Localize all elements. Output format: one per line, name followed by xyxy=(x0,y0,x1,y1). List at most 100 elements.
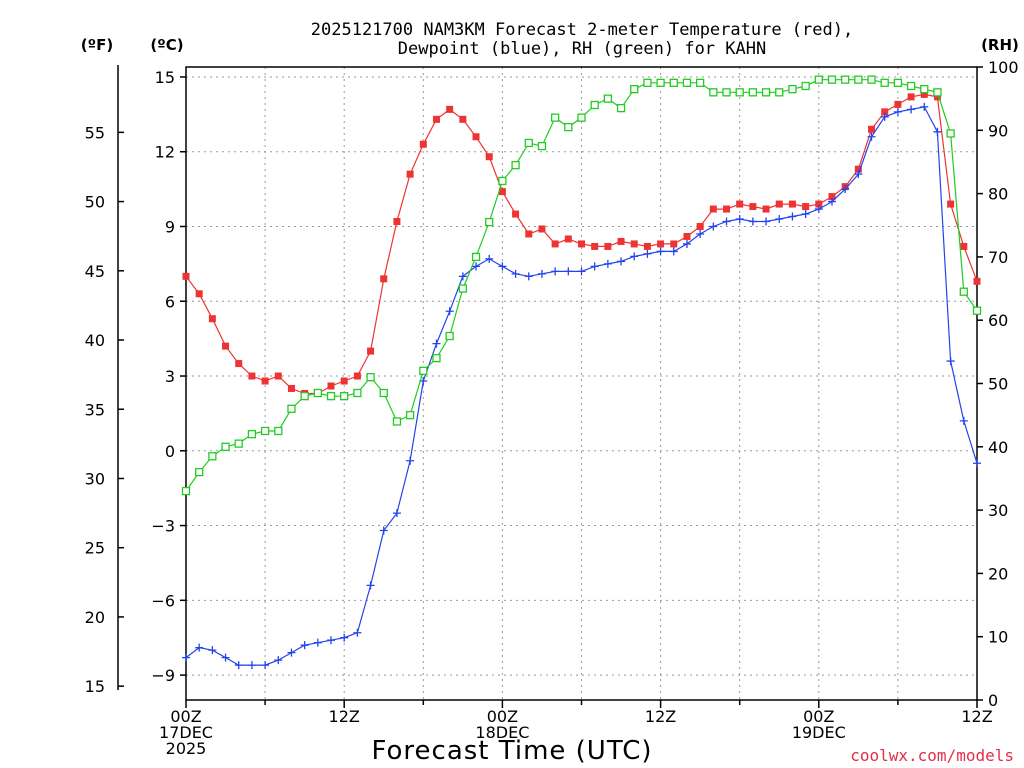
data-point xyxy=(933,88,942,97)
data-point xyxy=(775,88,784,97)
data-point xyxy=(485,217,494,227)
data-point xyxy=(867,75,876,84)
data-point xyxy=(538,225,546,233)
x-axis-label: Forecast Time (UTC) xyxy=(371,736,652,766)
data-point xyxy=(841,75,850,84)
data-point xyxy=(181,486,191,496)
rh-tick-label: 0 xyxy=(988,691,998,710)
data-point xyxy=(445,331,454,341)
data-point xyxy=(392,509,401,518)
data-point xyxy=(656,78,665,87)
x-tick-label: 18DEC xyxy=(475,723,529,742)
data-point xyxy=(498,262,507,271)
data-point xyxy=(630,85,639,94)
rh-tick-label: 40 xyxy=(988,438,1008,457)
data-point xyxy=(828,193,836,201)
data-point xyxy=(669,78,678,87)
plot-frame xyxy=(185,66,978,701)
x-tick-label: 12Z xyxy=(329,707,360,726)
data-point xyxy=(564,267,573,276)
data-point xyxy=(682,78,692,87)
data-point xyxy=(748,88,758,97)
data-point xyxy=(577,113,586,122)
data-point xyxy=(353,628,362,637)
data-point xyxy=(827,197,836,206)
data-point xyxy=(274,372,282,380)
data-point xyxy=(458,272,467,281)
data-point xyxy=(973,277,981,285)
data-point xyxy=(472,133,480,141)
rh-tick-label: 80 xyxy=(988,185,1008,204)
data-point xyxy=(907,105,916,114)
data-point xyxy=(485,254,494,263)
fahrenheit-tick-label: 40 xyxy=(85,331,105,350)
data-point xyxy=(182,272,190,280)
data-point xyxy=(313,388,322,398)
data-point xyxy=(722,88,731,97)
data-point xyxy=(972,306,982,315)
data-point xyxy=(815,200,823,208)
data-point xyxy=(590,100,599,110)
data-point xyxy=(471,252,481,262)
x-tick-label: 00Z xyxy=(803,707,834,726)
x-tick-label: 19DEC xyxy=(792,723,846,742)
fahrenheit-tick-label: 20 xyxy=(85,608,105,627)
data-point xyxy=(630,240,638,248)
data-point xyxy=(458,284,468,293)
data-point xyxy=(525,230,533,238)
data-point xyxy=(946,129,955,138)
data-point xyxy=(195,467,204,477)
data-point xyxy=(722,217,731,226)
data-point xyxy=(762,217,771,226)
data-point xyxy=(234,661,243,670)
fahrenheit-tick-label: 25 xyxy=(85,539,105,558)
rh-tick-label: 100 xyxy=(988,58,1019,77)
data-point xyxy=(827,75,837,84)
data-point xyxy=(696,229,705,238)
data-point xyxy=(841,185,850,194)
x-tick-label: 00Z xyxy=(487,707,518,726)
rh-unit-label: (RH) xyxy=(981,36,1019,54)
data-point xyxy=(380,275,388,283)
data-point xyxy=(379,388,388,398)
data-point xyxy=(762,205,770,213)
data-point xyxy=(854,170,863,179)
data-point xyxy=(340,633,349,642)
data-point xyxy=(511,160,520,170)
data-point xyxy=(222,342,230,350)
series-dewpoint xyxy=(182,102,981,670)
data-point xyxy=(511,269,520,278)
data-point xyxy=(867,132,876,141)
data-point xyxy=(735,88,744,97)
data-point xyxy=(274,656,283,665)
fahrenheit-unit-label: (ºF) xyxy=(81,36,113,54)
data-point xyxy=(498,188,506,196)
data-point xyxy=(657,240,665,248)
celsius-tick-label: 3 xyxy=(165,367,175,386)
data-point xyxy=(537,269,546,278)
data-point xyxy=(327,636,336,645)
data-point xyxy=(340,377,348,385)
data-point xyxy=(643,242,651,250)
data-point xyxy=(801,210,810,219)
data-point xyxy=(749,203,757,211)
data-point xyxy=(709,205,717,213)
data-point xyxy=(670,240,678,248)
celsius-tick-label: 9 xyxy=(165,217,175,236)
data-point xyxy=(261,661,270,670)
data-point xyxy=(736,200,744,208)
source-credit: coolwx.com/models xyxy=(850,746,1014,765)
data-point xyxy=(379,526,388,535)
rh-tick-label: 50 xyxy=(988,375,1008,394)
data-point xyxy=(287,404,296,413)
celsius-tick-label: 15 xyxy=(155,68,175,87)
data-point xyxy=(578,240,585,248)
data-point xyxy=(419,366,428,375)
data-point xyxy=(182,653,190,662)
series-line xyxy=(185,79,978,492)
data-series xyxy=(181,75,982,670)
data-point xyxy=(933,127,942,136)
data-point xyxy=(735,215,744,224)
data-point xyxy=(907,93,915,101)
data-point xyxy=(788,212,797,221)
